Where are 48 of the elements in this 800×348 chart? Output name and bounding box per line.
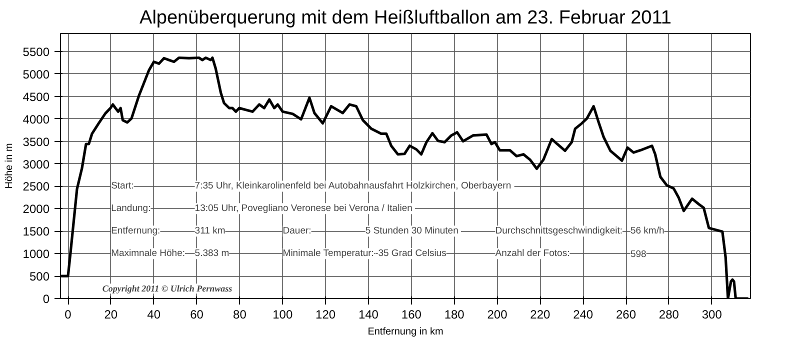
y-tick-label: 3500 (22, 134, 50, 149)
annotation: 598 (630, 249, 646, 260)
x-tick-label: 200 (487, 308, 508, 322)
x-tick-label: 280 (658, 308, 680, 322)
annotation: -35 Grad Celsius (375, 248, 447, 260)
x-tick-label: 180 (444, 308, 465, 322)
annotation: Dauer: (282, 226, 312, 237)
annotation: 7:35 Uhr, Kleinkarolinenfeld bei Autobahnausfahrt Holzkirchen, Oberbayern (194, 180, 512, 192)
annotation: Entfernung: (111, 226, 160, 237)
y-tick-label: 1000 (22, 247, 50, 262)
y-tick-label: 1500 (22, 224, 50, 239)
x-tick-label: 260 (616, 308, 636, 322)
annotation: Minimale Temperatur: (282, 248, 374, 260)
x-axis-title: Entfernung in km (368, 326, 444, 338)
annotation: 311 km (194, 226, 226, 237)
x-tick-label: 0 (64, 308, 72, 322)
annotation: Maximnale Höhe: (111, 248, 186, 260)
x-tick-label: 60 (190, 308, 204, 322)
annotation: 13:05 Uhr, Povegliano Veronese bei Verona / Italien (194, 203, 412, 214)
x-tick-label: 160 (401, 308, 422, 322)
annotation: Start: (111, 180, 134, 192)
x-tick-label: 40 (147, 308, 161, 322)
x-tick-label: 100 (272, 308, 293, 322)
x-tick-label: 240 (573, 308, 594, 322)
y-axis-title: Höhe in m (4, 143, 15, 189)
y-tick-label: 500 (29, 270, 50, 284)
annotation: Anzahl der Fotos: (495, 248, 570, 260)
annotation: Durchschnittsgeschwindigkeit: (495, 226, 623, 237)
y-tick-label: 4500 (22, 90, 50, 104)
x-tick-label: 80 (233, 308, 247, 322)
annotation: Landung: (111, 203, 151, 214)
annotation: Copyright 2011 © Ulrich Pernwass (102, 284, 233, 294)
x-tick-label: 220 (530, 308, 551, 322)
y-tick-label: 5500 (22, 44, 50, 59)
x-tick-label: 120 (316, 308, 336, 322)
annotation: 56 km/h (630, 226, 664, 237)
x-tick-label: 300 (702, 308, 722, 322)
chart-title: Alpenüberquerung mit dem Heißluftballon am 23. Februar 2011 (140, 8, 672, 28)
y-tick-label: 5000 (22, 67, 50, 82)
annotation: 5.383 m (194, 248, 230, 260)
y-tick-label: 2500 (22, 180, 50, 194)
y-tick-label: 4000 (22, 112, 50, 126)
y-tick-label: 0 (42, 292, 50, 306)
y-tick-label: 2000 (22, 202, 50, 216)
x-tick-label: 20 (104, 308, 118, 322)
annotation: 5 Stunden 30 Minuten (365, 226, 458, 237)
y-tick-label: 3000 (22, 157, 50, 172)
x-tick-label: 140 (358, 308, 379, 322)
